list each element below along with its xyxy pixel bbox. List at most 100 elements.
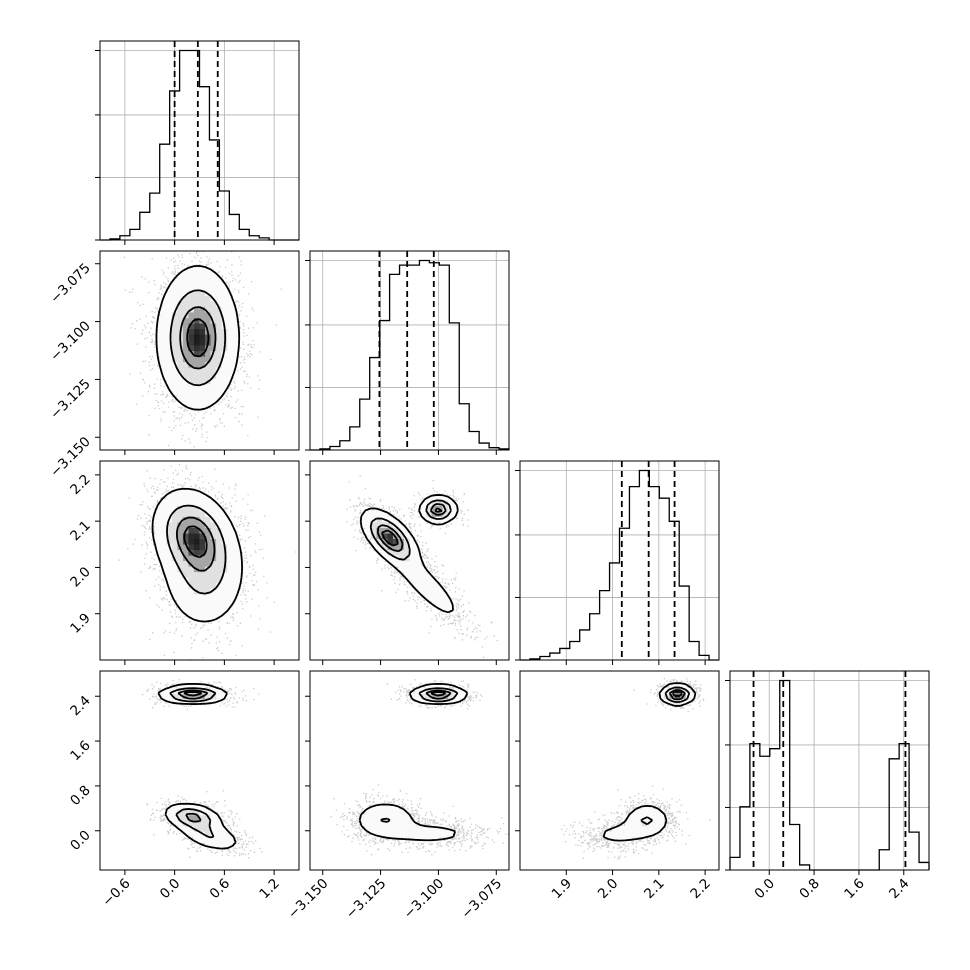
density-cell xyxy=(182,510,190,517)
density-cell xyxy=(199,499,206,506)
density-cell xyxy=(392,560,400,567)
density-cell xyxy=(171,803,178,810)
density-cell xyxy=(166,289,173,296)
density-cell xyxy=(216,389,223,396)
density-cell xyxy=(155,344,162,352)
density-cell xyxy=(188,494,195,501)
density-cell xyxy=(227,322,234,329)
density-cell xyxy=(205,516,212,523)
histogram-steps xyxy=(729,679,930,871)
density-cell xyxy=(166,814,173,821)
density-cell xyxy=(210,593,217,600)
density-cell xyxy=(216,549,223,556)
density-cell xyxy=(387,543,394,551)
density-cell xyxy=(193,538,201,545)
density-cell xyxy=(448,505,455,512)
density-cell xyxy=(221,825,228,832)
density-cell xyxy=(171,549,178,556)
density-cell xyxy=(199,825,206,832)
density-cell xyxy=(398,820,405,827)
pair-panel-2-3 xyxy=(519,670,720,871)
density-cell xyxy=(193,350,201,357)
density-cell xyxy=(636,825,643,832)
density-cell xyxy=(177,599,184,606)
density-cell xyxy=(210,532,217,539)
density-cell xyxy=(182,820,190,827)
contour-line xyxy=(668,689,686,701)
density-cell xyxy=(160,527,167,534)
density-cell xyxy=(442,510,449,517)
density-cell xyxy=(205,267,212,274)
density-cell xyxy=(177,549,184,556)
contour-line xyxy=(179,306,217,370)
density-cell xyxy=(188,289,195,296)
density-cell xyxy=(171,532,178,539)
density-cell xyxy=(216,311,223,318)
density-cell xyxy=(177,378,184,385)
density-cell xyxy=(216,510,223,517)
density-cell xyxy=(177,588,184,595)
density-cell xyxy=(177,488,184,495)
density-cell xyxy=(415,687,422,694)
density-cell xyxy=(171,698,178,705)
pair-frame xyxy=(519,670,720,871)
density-cell xyxy=(199,577,206,584)
density-cell xyxy=(182,295,190,302)
density-cell xyxy=(160,538,167,545)
density-cell xyxy=(199,494,206,501)
density-cell xyxy=(182,532,190,539)
density-cell xyxy=(160,333,167,341)
hist-panel-1 xyxy=(305,250,510,451)
density-cell xyxy=(193,499,201,506)
density-cell xyxy=(193,577,201,584)
density-cell xyxy=(193,394,201,401)
density-cell xyxy=(182,333,190,341)
density-cell xyxy=(376,809,383,816)
density-cell xyxy=(193,494,201,501)
density-cell xyxy=(426,571,433,578)
density-cell xyxy=(216,543,223,551)
density-cell xyxy=(442,593,449,600)
density-cell xyxy=(199,554,206,562)
density-cell xyxy=(199,273,206,280)
density-cell xyxy=(381,538,388,545)
density-cell xyxy=(182,825,190,832)
density-cell xyxy=(647,825,654,832)
density-cell xyxy=(227,588,234,595)
density-cell xyxy=(210,560,217,567)
density-cell xyxy=(680,687,687,694)
density-cell xyxy=(193,505,201,512)
density-cell xyxy=(227,372,234,379)
density-cell xyxy=(188,593,195,600)
density-cell xyxy=(166,554,173,562)
density-cell xyxy=(431,593,438,600)
y-tick-label: 2.0 xyxy=(67,564,94,591)
density-cell xyxy=(381,543,388,551)
density-cell xyxy=(403,532,411,539)
density-cell xyxy=(188,577,195,584)
density-cell xyxy=(409,549,416,556)
density-cell xyxy=(193,615,201,622)
density-cell xyxy=(193,289,201,296)
x-tick-label: 0.0 xyxy=(157,876,184,903)
density-cell xyxy=(205,300,212,307)
density-cell xyxy=(420,698,427,705)
density-cell xyxy=(205,577,212,584)
density-cell xyxy=(387,809,394,816)
density-cell xyxy=(210,367,217,374)
density-cell xyxy=(381,831,388,838)
density-cell xyxy=(227,300,234,307)
density-cell xyxy=(602,831,610,838)
density-cell xyxy=(437,825,444,832)
density-cell xyxy=(210,383,217,390)
density-cell xyxy=(398,554,405,562)
density-cell xyxy=(448,604,455,611)
density-cell xyxy=(216,560,223,567)
density-cell xyxy=(193,378,201,385)
density-cell xyxy=(431,582,438,589)
y-tick-label: 0.8 xyxy=(67,782,94,809)
density-cell xyxy=(221,582,228,589)
density-cell xyxy=(641,825,648,832)
contour-line xyxy=(155,264,241,411)
density-cell xyxy=(365,521,372,528)
